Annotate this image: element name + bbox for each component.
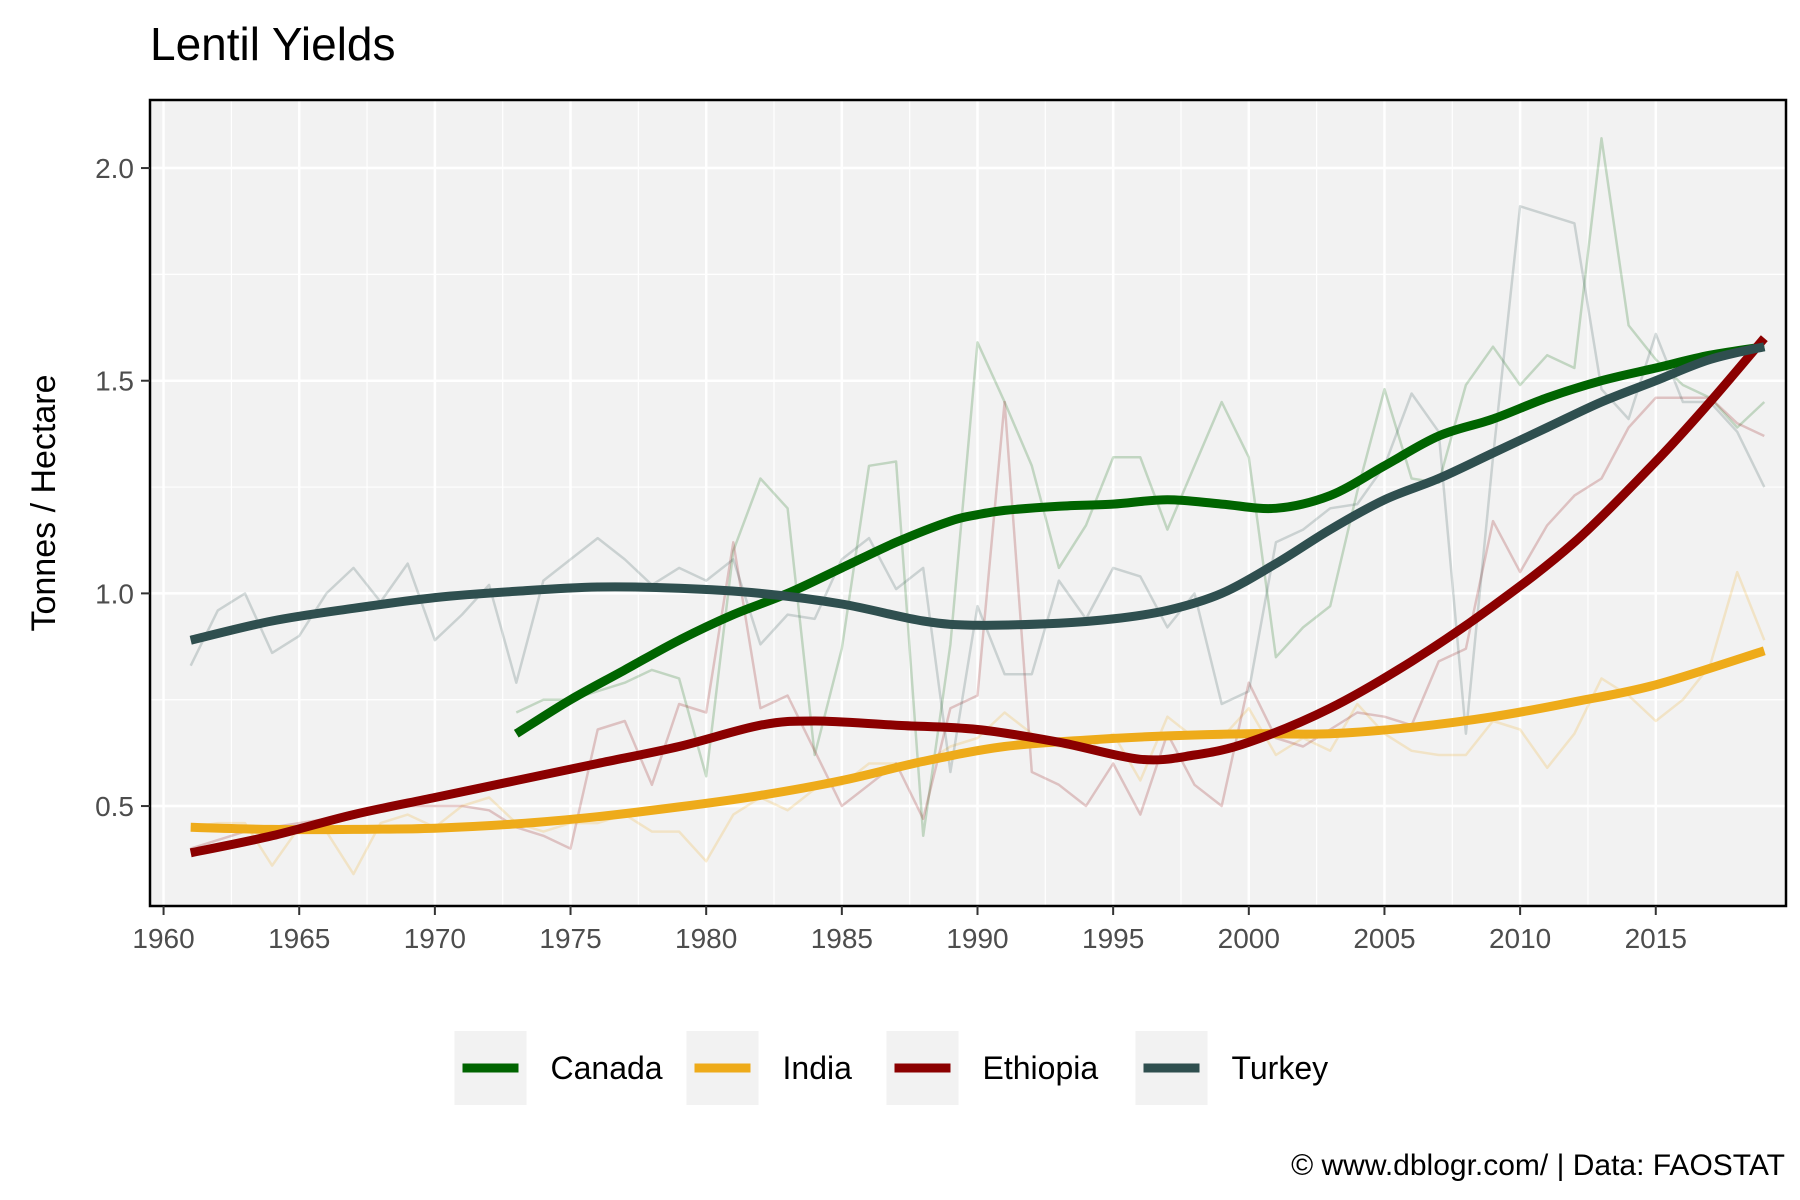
x-tick-label: 2005 bbox=[1353, 923, 1415, 954]
x-tick-label: 1965 bbox=[268, 923, 330, 954]
legend-label-canada: Canada bbox=[551, 1050, 663, 1086]
raw-line-india bbox=[190, 570, 1766, 876]
x-tick-label: 2000 bbox=[1218, 923, 1280, 954]
y-tick-label: 1.5 bbox=[95, 366, 134, 397]
panel-border bbox=[148, 98, 1788, 908]
trend-series-lines bbox=[189, 335, 1768, 858]
grid-major bbox=[150, 100, 1786, 906]
y-axis: 0.5 1.0 1.5 2.0 bbox=[95, 153, 150, 822]
trend-line-turkey bbox=[189, 342, 1766, 645]
raw-series-lines bbox=[189, 137, 1766, 876]
grid-minor bbox=[150, 100, 1786, 906]
panel-background bbox=[150, 100, 1786, 906]
x-tick-label: 1970 bbox=[404, 923, 466, 954]
legend-label-turkey: Turkey bbox=[1232, 1050, 1329, 1086]
x-tick-label: 1975 bbox=[539, 923, 601, 954]
x-tick-label: 1985 bbox=[811, 923, 873, 954]
legend-item-india: India bbox=[686, 1031, 853, 1105]
legend-label-india: India bbox=[783, 1050, 853, 1086]
trend-line-india bbox=[190, 646, 1766, 835]
raw-line-ethiopia bbox=[190, 396, 1765, 850]
legend-item-canada: Canada bbox=[454, 1031, 663, 1105]
x-tick-label: 1960 bbox=[132, 923, 194, 954]
caption: © www.dblogr.com/ | Data: FAOSTAT bbox=[1291, 1149, 1785, 1182]
raw-line-canada bbox=[515, 137, 1766, 838]
trend-line-ethiopia bbox=[189, 335, 1768, 858]
y-tick-label: 2.0 bbox=[95, 153, 134, 184]
legend-item-ethiopia: Ethiopia bbox=[886, 1031, 1099, 1105]
x-tick-label: 1980 bbox=[675, 923, 737, 954]
legend-label-ethiopia: Ethiopia bbox=[983, 1050, 1099, 1086]
trend-line-canada bbox=[513, 342, 1765, 738]
x-axis: 1960 1965 1970 1975 1980 1985 1990 1995 2000 2005… bbox=[132, 906, 1687, 954]
legend-item-turkey: Turkey bbox=[1135, 1031, 1329, 1105]
x-tick-label: 1995 bbox=[1082, 923, 1144, 954]
y-tick-label: 1.0 bbox=[95, 578, 134, 609]
legend: Canada India Ethiopia Turkey bbox=[454, 1031, 1329, 1105]
plot-area bbox=[148, 98, 1788, 908]
x-tick-label: 2010 bbox=[1489, 923, 1551, 954]
y-axis-title: Tonnes / Hectare bbox=[25, 374, 63, 631]
x-tick-label: 1990 bbox=[946, 923, 1008, 954]
y-tick-label: 0.5 bbox=[95, 791, 134, 822]
chart-title: Lentil Yields bbox=[150, 18, 396, 70]
raw-line-turkey bbox=[189, 205, 1766, 774]
x-tick-label: 2015 bbox=[1625, 923, 1687, 954]
